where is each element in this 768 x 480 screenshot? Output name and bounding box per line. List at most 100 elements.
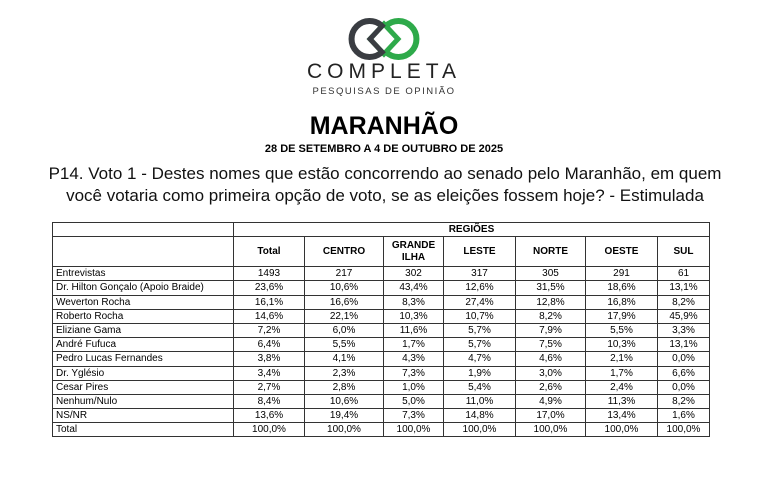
cell-value: 27,4% (443, 294, 516, 310)
cell-value: 317 (443, 266, 516, 282)
question-text: P14. Voto 1 - Destes nomes que estão con… (48, 164, 722, 205)
cell-value: 3,3% (657, 322, 710, 339)
cell-value: 2,4% (585, 379, 658, 395)
cell-value: 12,8% (515, 294, 586, 310)
cell-value: 4,7% (443, 351, 516, 367)
brand-name: COMPLETA (307, 60, 461, 83)
cell-value: 3,8% (233, 351, 305, 367)
cell-value: 2,3% (304, 365, 384, 381)
cell-value: 100,0% (515, 422, 586, 438)
group-header: REGIÕES (233, 221, 710, 238)
cell-value: 0,0% (657, 351, 710, 367)
row-label: Entrevistas (52, 266, 234, 282)
table-row: Dr. Hilton Gonçalo (Apoio Braide) 23,6% 10… (52, 280, 710, 296)
cell-value: 217 (304, 266, 384, 282)
cell-value: 8,2% (515, 308, 586, 324)
cell-value: 1,7% (383, 337, 444, 353)
column-header: SUL (657, 236, 710, 268)
cell-value: 5,7% (443, 337, 516, 353)
row-label: Roberto Rocha (52, 308, 234, 324)
cell-value: 7,3% (383, 365, 444, 381)
row-label: Dr. Hilton Gonçalo (Apoio Braide) (52, 280, 234, 296)
cell-value: 13,1% (657, 280, 710, 296)
cell-value: 23,6% (233, 280, 305, 296)
cell-value: 31,5% (515, 280, 586, 296)
results-table: REGIÕES Total CENTRO GRANDE ILHA LESTE NORTE… (52, 221, 710, 438)
cell-value: 2,1% (585, 351, 658, 367)
table-row: Cesar Pires 2,7% 2,8% 1,0% 5,4% 2,6% 2,4% 0,0% (52, 379, 710, 395)
cell-value: 8,2% (657, 294, 710, 310)
brand-tagline: PESQUISAS DE OPINIÃO (312, 86, 456, 97)
row-label: NS/NR (52, 408, 234, 424)
cell-value: 16,8% (585, 294, 658, 310)
column-header: Total (233, 236, 305, 268)
cell-value: 5,5% (304, 337, 384, 353)
cell-value: 305 (515, 266, 586, 282)
column-header: NORTE (515, 236, 586, 268)
table-row: Nenhum/Nulo 8,4% 10,6% 5,0% 11,0% 4,9% 11,3% 8,… (52, 393, 710, 410)
cell-value: 100,0% (657, 422, 710, 438)
cell-value: 2,7% (233, 379, 305, 395)
row-label: Pedro Lucas Fernandes (52, 351, 234, 367)
column-header: GRANDE ILHA (383, 236, 444, 268)
table-row: Pedro Lucas Fernandes 3,8% 4,1% 4,3% 4,7% 4,6… (52, 351, 710, 367)
cell-value: 11,3% (585, 393, 658, 410)
table-row: Dr. Yglésio 3,4% 2,3% 7,3% 1,9% 3,0% 1,7% 6,6% (52, 365, 710, 381)
cell-value: 6,4% (233, 337, 305, 353)
cell-value: 14,6% (233, 308, 305, 324)
cell-value: 100,0% (383, 422, 444, 438)
cell-value: 5,5% (585, 322, 658, 339)
cell-value: 12,6% (443, 280, 516, 296)
cell-value: 100,0% (443, 422, 516, 438)
cell-value: 14,8% (443, 408, 516, 424)
cell-value: 1,0% (383, 379, 444, 395)
cell-value: 1,6% (657, 408, 710, 424)
cell-value: 16,6% (304, 294, 384, 310)
cell-value: 8,2% (657, 393, 710, 410)
row-label: Cesar Pires (52, 379, 234, 395)
cell-value: 17,9% (585, 308, 658, 324)
cell-value: 291 (585, 266, 658, 282)
cell-value: 3,4% (233, 365, 305, 381)
cell-value: 2,6% (515, 379, 586, 395)
table-row: NS/NR 13,6% 19,4% 7,3% 14,8% 17,0% 13,4% 1,6% (52, 408, 710, 424)
table-row: Total 100,0% 100,0% 100,0% 100,0% 100,0% 100,0… (52, 422, 710, 438)
cell-value: 1,9% (443, 365, 516, 381)
row-label: Weverton Rocha (52, 294, 234, 310)
cell-value: 6,0% (304, 322, 384, 339)
cell-value: 4,9% (515, 393, 586, 410)
cell-value: 11,6% (383, 322, 444, 339)
cell-value: 7,5% (515, 337, 586, 353)
row-label: Total (52, 422, 234, 438)
completa-logo (348, 18, 420, 60)
cell-value: 1493 (233, 266, 305, 282)
row-label: Eliziane Gama (52, 322, 234, 339)
cell-value: 5,7% (443, 322, 516, 339)
cell-value: 2,8% (304, 379, 384, 395)
cell-value: 8,3% (383, 294, 444, 310)
cell-value: 45,9% (657, 308, 710, 324)
table-row: André Fufuca 6,4% 5,5% 1,7% 5,7% 7,5% 10,3% 13,… (52, 337, 710, 353)
cell-value: 5,0% (383, 393, 444, 410)
cell-value: 100,0% (233, 422, 305, 438)
cell-value: 8,4% (233, 393, 305, 410)
cell-value: 10,3% (585, 337, 658, 353)
cell-value: 0,0% (657, 379, 710, 395)
row-label: Dr. Yglésio (52, 365, 234, 381)
cell-value: 11,0% (443, 393, 516, 410)
survey-date: 28 DE SETEMBRO A 4 DE OUTUBRO DE 2025 (264, 143, 504, 155)
cell-value: 302 (383, 266, 444, 282)
table-row: Weverton Rocha 16,1% 16,6% 8,3% 27,4% 12,8% 16… (52, 294, 710, 310)
page-title: MARANHÃO (309, 112, 459, 140)
cell-value: 7,9% (515, 322, 586, 339)
row-label: André Fufuca (52, 337, 234, 353)
table-row: Eliziane Gama 7,2% 6,0% 11,6% 5,7% 7,9% 5,5% 3,… (52, 322, 710, 339)
cell-value: 10,6% (304, 393, 384, 410)
cell-value: 100,0% (585, 422, 658, 438)
cell-value: 17,0% (515, 408, 586, 424)
column-header: OESTE (585, 236, 658, 268)
cell-value: 3,0% (515, 365, 586, 381)
cell-value: 10,6% (304, 280, 384, 296)
cell-value: 18,6% (585, 280, 658, 296)
cell-value: 16,1% (233, 294, 305, 310)
